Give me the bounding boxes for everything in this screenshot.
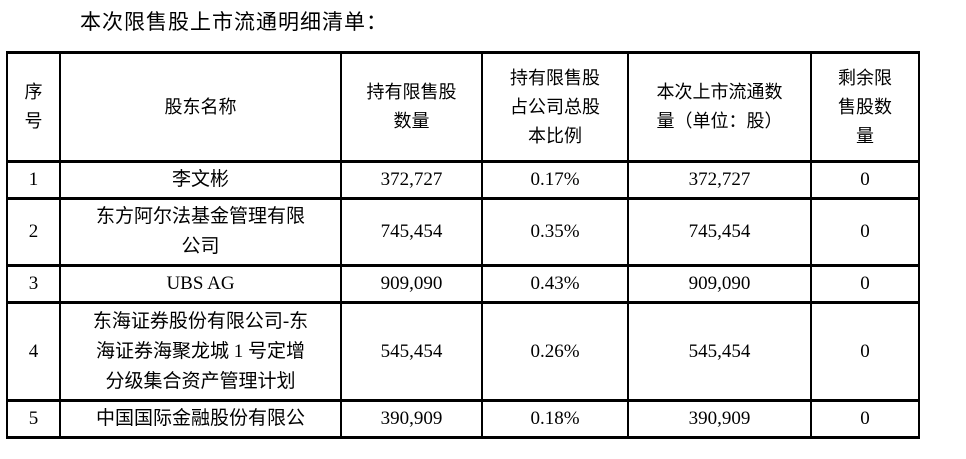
cell-restricted-shares-held: 390,909 [340, 399, 483, 439]
cell-remaining-restricted: 0 [810, 399, 920, 439]
cell-ratio-of-total-capital: 0.18% [481, 399, 629, 439]
cell-remaining-restricted: 0 [810, 301, 920, 402]
cell-ratio-of-total-capital: 0.26% [481, 301, 629, 402]
cell-listed-quantity: 372,727 [627, 160, 812, 200]
table-header-row: 序 号 股东名称 持有限售股 数量 持有限售股 占公司总股 本比例 本次上市流通… [6, 51, 920, 163]
restricted-shares-table: 序 号 股东名称 持有限售股 数量 持有限售股 占公司总股 本比例 本次上市流通… [6, 51, 920, 439]
table-row: 1 李文彬 372,727 0.17% 372,727 0 [6, 160, 920, 200]
cell-serial-number: 2 [6, 197, 61, 267]
page-title: 本次限售股上市流通明细清单： [80, 10, 388, 34]
column-header-remaining-restricted: 剩余限 售股数 量 [810, 51, 920, 163]
column-header-shareholder-name: 股东名称 [59, 51, 342, 163]
column-header-restricted-shares-held: 持有限售股 数量 [340, 51, 483, 163]
cell-remaining-restricted: 0 [810, 264, 920, 304]
cell-serial-number: 3 [6, 264, 61, 304]
table-row: 2 东方阿尔法基金管理有限 公司 745,454 0.35% 745,454 0 [6, 197, 920, 267]
cell-shareholder-name: 中国国际金融股份有限公 [59, 399, 342, 439]
cell-shareholder-name: UBS AG [59, 264, 342, 304]
cell-serial-number: 1 [6, 160, 61, 200]
cell-serial-number: 5 [6, 399, 61, 439]
cell-listed-quantity: 745,454 [627, 197, 812, 267]
column-header-listed-quantity: 本次上市流通数 量（单位：股） [627, 51, 812, 163]
table-row: 4 东海证券股份有限公司-东 海证券海聚龙城 1 号定增 分级集合资产管理计划 … [6, 301, 920, 402]
cell-restricted-shares-held: 909,090 [340, 264, 483, 304]
cell-restricted-shares-held: 745,454 [340, 197, 483, 267]
cell-listed-quantity: 545,454 [627, 301, 812, 402]
cell-restricted-shares-held: 545,454 [340, 301, 483, 402]
cell-serial-number: 4 [6, 301, 61, 402]
table-row: 3 UBS AG 909,090 0.43% 909,090 0 [6, 264, 920, 304]
cell-ratio-of-total-capital: 0.35% [481, 197, 629, 267]
cell-remaining-restricted: 0 [810, 160, 920, 200]
cell-shareholder-name: 东海证券股份有限公司-东 海证券海聚龙城 1 号定增 分级集合资产管理计划 [59, 301, 342, 402]
cell-restricted-shares-held: 372,727 [340, 160, 483, 200]
column-header-serial-number: 序 号 [6, 51, 61, 163]
column-header-ratio-of-total-capital: 持有限售股 占公司总股 本比例 [481, 51, 629, 163]
cell-shareholder-name: 李文彬 [59, 160, 342, 200]
cell-listed-quantity: 390,909 [627, 399, 812, 439]
cell-ratio-of-total-capital: 0.17% [481, 160, 629, 200]
cell-ratio-of-total-capital: 0.43% [481, 264, 629, 304]
table-row: 5 中国国际金融股份有限公 390,909 0.18% 390,909 0 [6, 399, 920, 439]
cell-shareholder-name: 东方阿尔法基金管理有限 公司 [59, 197, 342, 267]
cell-listed-quantity: 909,090 [627, 264, 812, 304]
cell-remaining-restricted: 0 [810, 197, 920, 267]
